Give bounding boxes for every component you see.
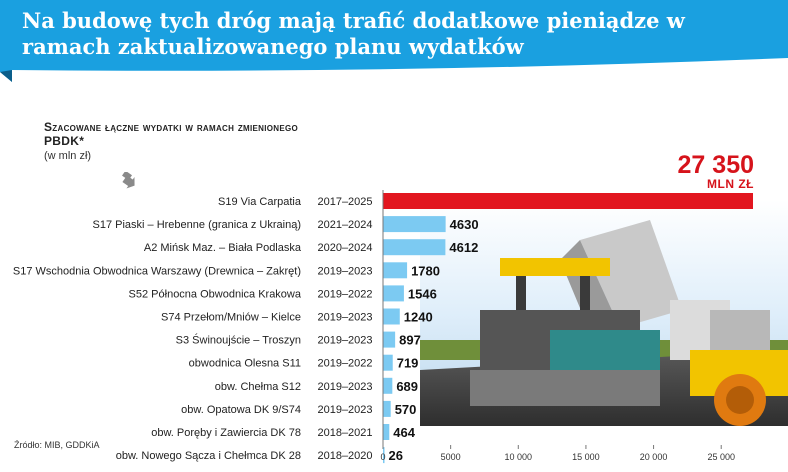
category-label: obw. Poręby i Zawiercia DK 78 [151, 427, 301, 439]
period-label: 2019–2023 [317, 312, 372, 324]
category-label: S52 Północna Obwodnica Krakowa [129, 288, 302, 300]
value-label: 26 [389, 448, 403, 463]
period-label: 2018–2021 [317, 427, 372, 439]
category-label: S3 Świnoujście – Troszyn [176, 334, 301, 347]
bar [383, 424, 390, 440]
value-label: 464 [393, 425, 415, 440]
category-label: S17 Wschodnia Obwodnica Warszawy (Drewni… [13, 265, 301, 277]
x-tick-label: 10 000 [505, 452, 533, 462]
bar [383, 331, 396, 348]
chart-subtitle: Szacowane łączne wydatki w ramach zmieni… [44, 120, 299, 148]
bar [383, 377, 393, 394]
value-label: 897 [399, 333, 421, 348]
category-label: obwodnica Olesna S11 [189, 358, 301, 370]
x-tick-label: 0 [380, 452, 385, 462]
x-tick-label: 15 000 [572, 452, 600, 462]
header-banner [0, 0, 788, 82]
bar [383, 262, 408, 279]
category-label: obw. Nowego Sącza i Chełmca DK 28 [116, 450, 301, 462]
value-label: 1240 [404, 310, 433, 325]
value-label: 1546 [408, 286, 437, 301]
total-annotation: 27 350 MLN ZŁ [678, 152, 754, 190]
category-label: obw. Chełma S12 [215, 381, 301, 393]
period-label: 2021–2024 [317, 219, 372, 231]
category-label: A2 Mińsk Maz. – Biała Podlaska [144, 242, 302, 254]
arrow-down-right-icon [122, 172, 135, 189]
value-label: 4630 [450, 217, 479, 232]
value-label: 570 [395, 402, 417, 417]
category-label: S74 Przełom/Mniów – Kielce [161, 312, 301, 324]
total-value: 27 350 [677, 151, 754, 179]
bar [383, 400, 391, 417]
page-title: Na budowę tych dróg mają trafić dodatkow… [22, 8, 685, 59]
value-label: 1780 [411, 263, 440, 278]
bar [383, 447, 385, 464]
unit-label: (w mln zł) [44, 150, 92, 162]
bar [383, 285, 404, 302]
period-label: 2019–2022 [317, 288, 372, 300]
bar-highlight [383, 193, 753, 209]
x-tick-label: 20 000 [640, 452, 668, 462]
period-label: 2019–2022 [317, 358, 372, 370]
period-label: 2019–2023 [317, 381, 372, 393]
category-label: S19 Via Carpatia [218, 196, 302, 208]
category-label: S17 Piaski – Hrebenne (granica z Ukrainą… [93, 219, 302, 231]
bar [383, 308, 400, 325]
category-label: obw. Opatowa DK 9/S74 [181, 404, 301, 416]
source-note: Źródło: MIB, GDDKiA [14, 440, 100, 450]
period-label: 2017–2025 [317, 196, 372, 208]
value-label: 719 [397, 356, 419, 371]
total-unit: MLN ZŁ [707, 177, 754, 191]
value-label: 689 [396, 379, 418, 394]
bar [383, 354, 393, 371]
x-tick-label: 25 000 [707, 452, 735, 462]
period-label: 2020–2024 [317, 242, 372, 254]
period-label: 2018–2020 [317, 450, 372, 462]
bar [383, 216, 446, 233]
value-label: 4612 [449, 240, 478, 255]
period-label: 2019–2023 [317, 265, 372, 277]
period-label: 2019–2023 [317, 404, 372, 416]
x-tick-label: 5000 [441, 452, 461, 462]
road-paver-photo [420, 200, 788, 426]
bar [383, 239, 446, 256]
period-label: 2019–2023 [317, 335, 372, 347]
